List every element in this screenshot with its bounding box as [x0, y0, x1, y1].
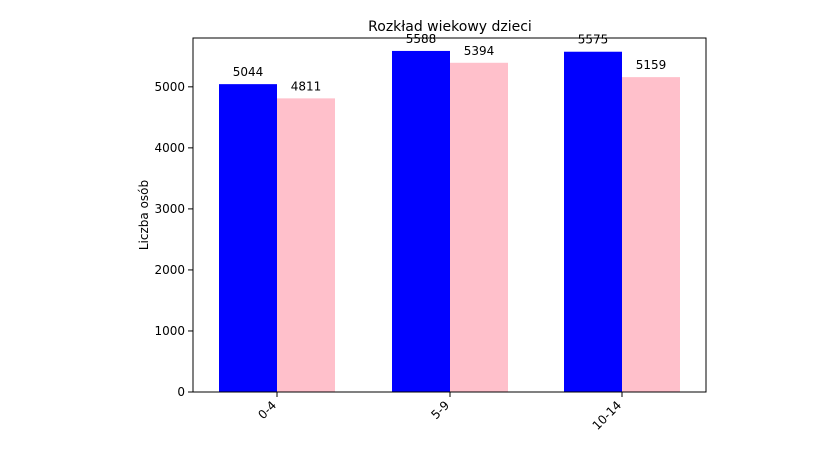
bar	[277, 98, 335, 393]
y-tick-label: 4000	[154, 141, 185, 155]
bar	[219, 84, 277, 393]
bar-value-label: 4811	[291, 79, 322, 93]
y-tick-label: 1000	[154, 324, 185, 338]
y-tick-label: 5000	[154, 80, 185, 94]
bar	[564, 51, 622, 392]
bar	[622, 77, 680, 392]
y-axis: 0 1000 2000 3000 4000 5000	[154, 80, 193, 399]
y-axis-label: Liczba osób	[137, 180, 151, 250]
chart-title: Rozkład wiekowy dzieci	[368, 19, 532, 35]
bar-value-label: 5044	[233, 65, 264, 79]
y-tick-label: 0	[177, 385, 185, 399]
y-tick-label: 2000	[154, 263, 185, 277]
bar-value-label: 5394	[464, 44, 495, 58]
x-tick-label: 5-9	[428, 398, 452, 422]
bar-value-label: 5575	[578, 33, 609, 47]
x-tick-label: 10-14	[590, 398, 625, 433]
bars: 5044 5588 5575 4811 5394 5159	[219, 32, 680, 393]
bar-value-label: 5159	[636, 58, 667, 72]
plot-frame	[192, 37, 707, 393]
y-tick-label: 3000	[154, 202, 185, 216]
x-tick-label: 0-4	[255, 398, 279, 422]
bar-value-label: 5588	[406, 32, 437, 46]
x-axis: 0-4 5-9 10-14	[255, 392, 624, 433]
bar	[450, 62, 508, 392]
bar	[392, 50, 450, 393]
